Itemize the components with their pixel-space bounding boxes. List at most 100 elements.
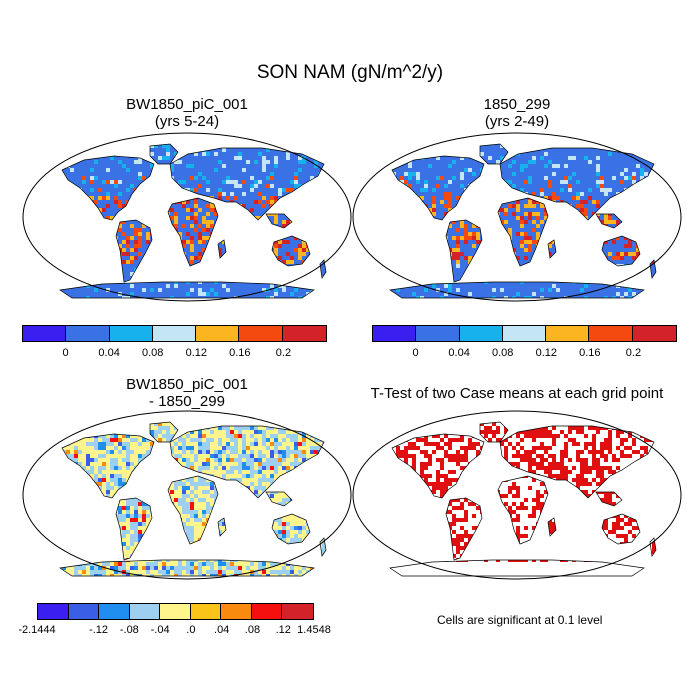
panel-title-diff: BW1850_piC_001 - 1850_299 (22, 376, 352, 410)
coastline-africa (167, 197, 219, 267)
coastline-eurasia (169, 425, 325, 499)
coastline-seasia (265, 213, 293, 229)
colorbar-swatch (282, 604, 313, 619)
colorbar-tick-label: 0.12 (185, 347, 207, 359)
colorbar-tick-label: 0.16 (579, 347, 601, 359)
map-border (22, 410, 352, 580)
world-map (352, 410, 682, 580)
world-map (352, 132, 682, 302)
colorbar-tick-label: 0.08 (491, 347, 514, 359)
coastline-northamerica (391, 155, 485, 221)
colorbar-tick-label: 0.2 (275, 347, 292, 359)
map-diff (22, 410, 352, 580)
colorbar-tick-label: -.12 (89, 624, 109, 636)
coastline-antarctica (59, 281, 315, 299)
panel-title-diff-line2: - 1850_299 (149, 393, 225, 410)
map-border (352, 132, 682, 302)
colorbar-swatch (23, 326, 67, 341)
panel-title-diff-line1: BW1850_piC_001 (126, 376, 248, 393)
coastline-nz (649, 259, 657, 279)
colorbar-swatch (502, 326, 547, 341)
colorbar-swatch (632, 326, 676, 341)
colorbar-tick-label: 0.04 (98, 347, 120, 359)
colorbar-case2 (372, 325, 677, 342)
coastline-australia (601, 235, 641, 267)
colorbar-swatch (251, 604, 283, 619)
coastline-eurasia (499, 425, 655, 499)
colorbar-swatch (129, 604, 161, 619)
colorbar-swatch (546, 326, 590, 341)
coastline-australia (271, 513, 311, 545)
colorbar-tick-label: 0.2 (625, 347, 642, 359)
coastline-seasia (595, 213, 623, 229)
panel-title-case2-line2: (yrs 2-49) (484, 113, 550, 130)
colorbar-swatch (99, 604, 130, 619)
colorbar-diff (37, 603, 314, 620)
world-map (22, 132, 352, 302)
colorbar-swatch (109, 326, 153, 341)
map-case2 (352, 132, 682, 302)
colorbar-tick-label: 0 (62, 347, 69, 359)
coastline-southamerica (115, 219, 153, 283)
coastline-southamerica (115, 497, 153, 561)
world-map (22, 410, 352, 580)
map-border (22, 132, 352, 302)
colorbar-diff-labels: -2.1444 -.12 -.08 -.04 .0 .04 .08 .12 1.4548 (18, 624, 330, 638)
colorbar-swatch (152, 326, 197, 341)
colorbar-swatch (373, 326, 417, 341)
ttest-note: Cells are significant at 0.1 level (437, 613, 603, 627)
coastline-madagascar (547, 239, 557, 259)
colorbar-tick-label: 0.12 (535, 347, 557, 359)
colorbar-tick-label: -.08 (119, 624, 139, 636)
coastline-antarctica (59, 559, 315, 577)
coastline-northamerica (61, 155, 155, 221)
panel-title-case1: BW1850_piC_001 (yrs 5-24) (22, 96, 352, 130)
colorbar-swatch (589, 326, 633, 341)
colorbar-tick-label: -.04 (150, 624, 170, 636)
map-border (352, 410, 682, 580)
coastline-northamerica (61, 433, 155, 499)
colorbar-swatch (68, 604, 100, 619)
colorbar-case1-labels: 0 0.04 0.08 0.12 0.16 0.2 (22, 347, 327, 361)
coastline-africa (497, 197, 549, 267)
colorbar-case1 (22, 325, 327, 342)
figure-title: SON NAM (gN/m^2/y) (256, 62, 444, 83)
colorbar-swatch (196, 326, 240, 341)
coastline-australia (271, 235, 311, 267)
colorbar-tick-label: .12 (275, 624, 291, 636)
coastline-antarctica (389, 281, 645, 299)
colorbar-swatch (416, 326, 460, 341)
panel-title-case2: 1850_299 (yrs 2-49) (352, 96, 682, 130)
colorbar-tick-label: 0.08 (141, 347, 164, 359)
coastline-seasia (595, 491, 623, 507)
colorbar-swatch (282, 326, 326, 341)
coastline-africa (497, 475, 549, 545)
coastline-australia (601, 513, 641, 545)
colorbar-case2-labels: 0 0.04 0.08 0.12 0.16 0.2 (372, 347, 677, 361)
coastline-eurasia (499, 147, 655, 221)
coastline-nz (319, 259, 327, 279)
colorbar-tick-label: .04 (214, 624, 230, 636)
panel-title-case2-line1: 1850_299 (483, 96, 551, 113)
panel-title-ttest-line1: T-Test of two Case means at each grid po… (370, 385, 664, 402)
panel-title-ttest: T-Test of two Case means at each grid po… (352, 385, 682, 402)
coastline-southamerica (445, 497, 483, 561)
coastline-africa (167, 475, 219, 545)
colorbar-tick-label: 0.16 (229, 347, 251, 359)
colorbar-tick-label: .0 (186, 624, 196, 636)
colorbar-tick-label: 1.4548 (297, 624, 331, 636)
coastline-eurasia (169, 147, 325, 221)
colorbar-swatch (239, 326, 283, 341)
map-ttest (352, 410, 682, 580)
map-case1 (22, 132, 352, 302)
colorbar-tick-label: 0 (412, 347, 419, 359)
colorbar-swatch (38, 604, 69, 619)
coastline-madagascar (217, 517, 227, 537)
coastline-madagascar (547, 517, 557, 537)
colorbar-swatch (190, 604, 222, 619)
colorbar-tick-label: .08 (244, 624, 261, 636)
panel-title-case1-line2: (yrs 5-24) (154, 113, 220, 130)
panel-title-case1-line1: BW1850_piC_001 (126, 96, 248, 113)
coastline-northamerica (391, 433, 485, 499)
coastline-seasia (265, 491, 293, 507)
